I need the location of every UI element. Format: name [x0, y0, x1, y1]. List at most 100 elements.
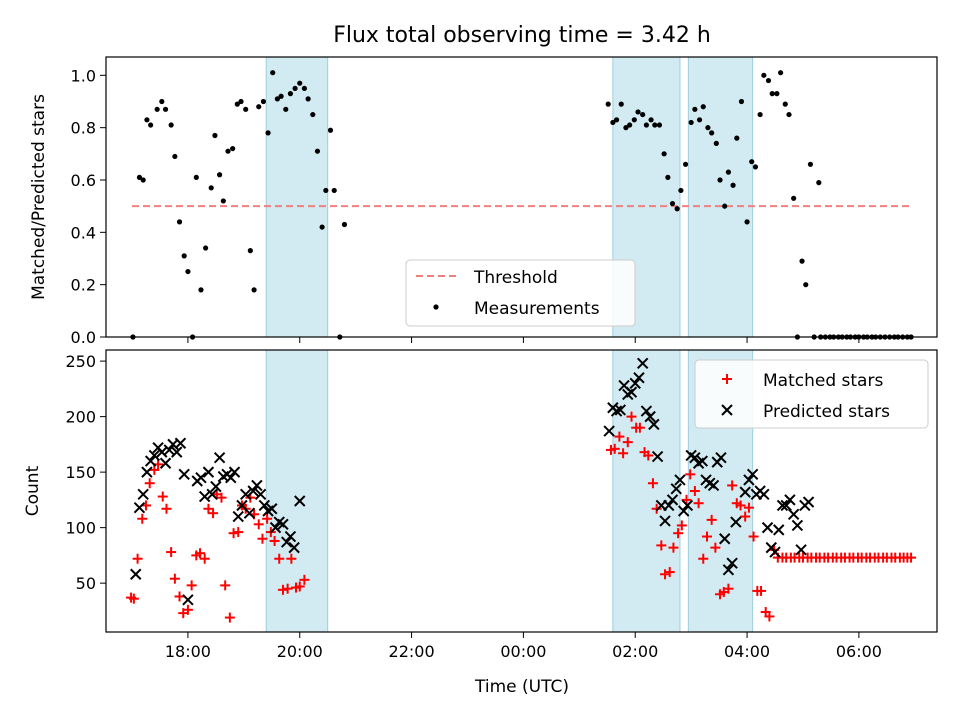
- data-point: [689, 486, 700, 496]
- y-tick-label: 0.0: [71, 328, 96, 347]
- data-point: [678, 187, 684, 194]
- data-point: [232, 510, 244, 523]
- data-point-b: [182, 594, 194, 606]
- x-tick-label: 20:00: [277, 642, 323, 661]
- data-point: [288, 541, 300, 554]
- y-tick-label: 0.4: [71, 223, 96, 242]
- data-point: [148, 449, 161, 462]
- data-point: [282, 583, 293, 594]
- data-point-b: [780, 499, 792, 512]
- data-point-b: [148, 449, 161, 462]
- data-point: [294, 581, 305, 592]
- data-point: [256, 104, 262, 110]
- data-point: [132, 553, 143, 564]
- bottom-series-predicted-stars: [130, 357, 815, 606]
- data-point: [168, 122, 174, 128]
- data-point: [644, 410, 656, 423]
- data-point: [278, 93, 284, 99]
- data-point: [652, 122, 658, 128]
- data-point: [738, 98, 745, 105]
- data-point: [269, 521, 282, 534]
- data-point: [202, 466, 215, 478]
- data-point-b: [704, 477, 716, 489]
- data-point: [730, 516, 742, 528]
- data-point: [670, 483, 682, 495]
- data-point: [795, 544, 807, 556]
- data-point: [140, 177, 146, 183]
- data-point-b: [614, 404, 627, 416]
- data-point-b: [258, 499, 271, 512]
- data-point: [748, 531, 759, 542]
- data-point: [656, 122, 663, 128]
- data-point: [791, 519, 804, 532]
- data-point: [156, 446, 168, 458]
- data-point: [757, 111, 763, 118]
- data-point: [216, 172, 223, 178]
- data-point-b: [243, 507, 256, 519]
- data-point: [626, 411, 637, 422]
- data-point-b: [802, 496, 815, 508]
- data-point: [195, 548, 206, 559]
- data-point-b: [787, 508, 800, 521]
- data-point: [726, 557, 738, 569]
- data-point-b: [670, 483, 682, 495]
- data-point-b: [174, 437, 187, 449]
- data-point: [301, 85, 308, 92]
- data-point: [257, 533, 268, 544]
- data-point-b: [707, 479, 720, 492]
- data-point-b: [773, 524, 785, 536]
- data-point: [717, 177, 723, 183]
- data-point: [193, 174, 199, 180]
- data-point-b: [677, 505, 690, 517]
- data-point: [725, 169, 732, 175]
- x-tick-label: 02:00: [612, 642, 658, 661]
- data-point: [141, 466, 153, 478]
- data-point: [208, 508, 219, 519]
- data-point: [280, 536, 293, 548]
- data-point: [247, 248, 253, 254]
- data-point: [230, 145, 236, 152]
- data-point: [633, 372, 645, 384]
- x-tick-label: 04:00: [724, 642, 770, 661]
- data-point: [784, 494, 796, 506]
- data-point: [774, 91, 780, 97]
- data-point: [623, 125, 629, 131]
- data-point-b: [618, 379, 630, 392]
- x-tick-label: 22:00: [389, 642, 435, 661]
- data-point: [651, 450, 664, 463]
- data-point-b: [610, 405, 623, 417]
- data-point-b: [228, 466, 241, 478]
- legend-bottom-box: [694, 359, 929, 429]
- data-point-b: [266, 503, 278, 515]
- data-point: [727, 480, 738, 491]
- data-point: [287, 91, 294, 97]
- data-point: [807, 161, 814, 167]
- data-point-b: [236, 499, 248, 512]
- legend-predicted-swatch-b: [721, 404, 733, 416]
- data-point: [254, 488, 267, 501]
- top-series-measurements: [130, 70, 914, 340]
- data-point: [722, 564, 735, 576]
- data-point: [640, 405, 653, 417]
- data-point: [739, 486, 751, 498]
- y-tick-label: 0.6: [71, 171, 96, 190]
- data-point: [262, 513, 273, 524]
- data-point-b: [636, 357, 649, 370]
- data-point: [666, 494, 679, 506]
- data-point: [723, 583, 734, 594]
- data-point: [243, 507, 256, 519]
- data-point: [749, 159, 755, 165]
- data-point-b: [689, 451, 701, 464]
- data-point-b: [225, 471, 237, 484]
- data-point-b: [696, 455, 709, 467]
- data-point-b: [284, 530, 297, 543]
- data-point: [247, 485, 259, 497]
- data-point-b: [171, 446, 183, 458]
- data-point: [659, 515, 671, 527]
- data-point: [133, 501, 146, 514]
- y-tick-label: 0.8: [71, 119, 96, 138]
- data-point-b: [137, 488, 149, 501]
- data-point: [186, 580, 197, 591]
- data-point-b: [603, 425, 615, 437]
- data-point: [130, 568, 142, 580]
